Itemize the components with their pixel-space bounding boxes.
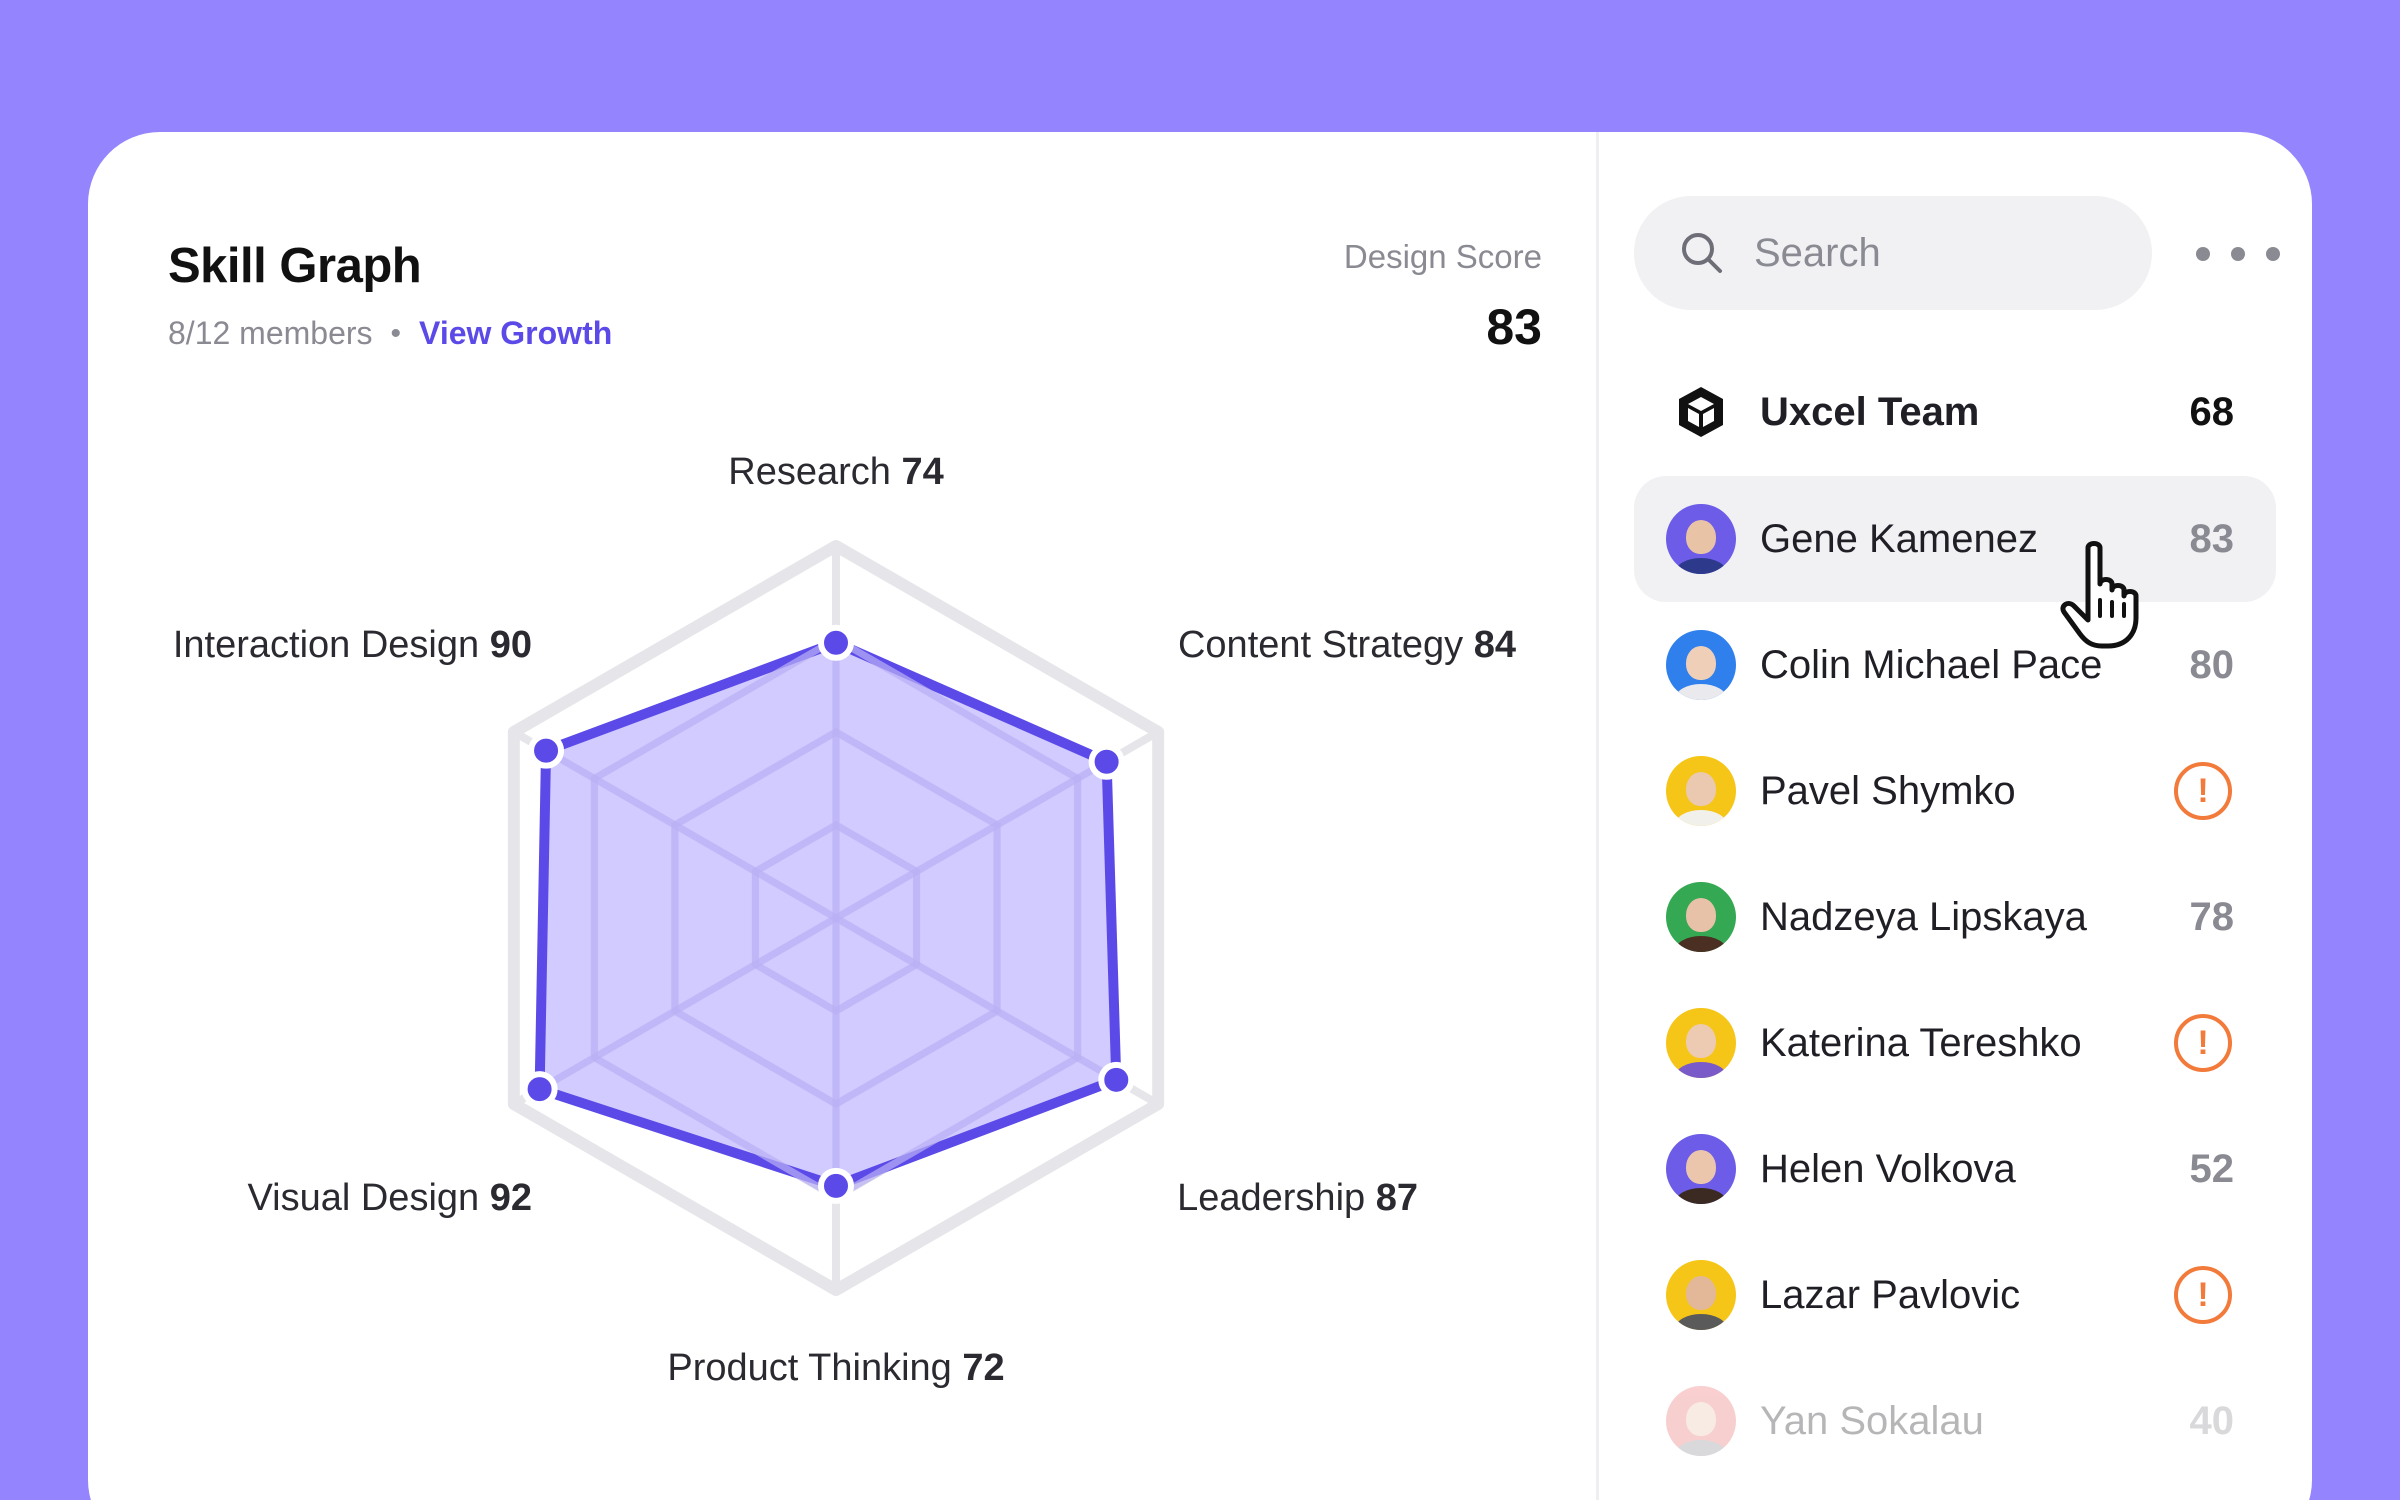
- avatar: [1666, 630, 1736, 700]
- member-name: Colin Michael Pace: [1760, 642, 2103, 687]
- axis-value: 87: [1376, 1177, 1418, 1219]
- members-count: 8/12 members: [168, 315, 373, 351]
- axis-name: Interaction Design: [173, 624, 479, 666]
- radar-inner-spoke: [537, 914, 838, 1093]
- axis-value: 72: [962, 1347, 1004, 1389]
- member-row[interactable]: Lazar Pavlovic!: [1634, 1232, 2276, 1358]
- hand-cursor-icon: [2060, 541, 2139, 649]
- axis-label-visual-design: Visual Design 92: [248, 1177, 533, 1219]
- search-input[interactable]: [1754, 230, 2114, 276]
- member-name: Nadzeya Lipskaya: [1760, 894, 2087, 939]
- axis-label-interaction-design: Interaction Design 90: [173, 624, 532, 666]
- axis-name: Visual Design: [248, 1177, 480, 1219]
- warning-icon: !: [2174, 1014, 2232, 1072]
- member-list: Uxcel Team 68 Gene Kamenez 83 Colin Michae…: [1634, 352, 2276, 1484]
- member-name: Yan Sokalau: [1760, 1398, 1984, 1443]
- avatar: [1666, 1386, 1736, 1456]
- warning-icon: !: [2174, 1266, 2232, 1324]
- member-row[interactable]: Pavel Shymko!: [1634, 728, 2276, 854]
- avatar: [1666, 504, 1736, 574]
- avatar: [1666, 1008, 1736, 1078]
- members-container: Gene Kamenez 83 Colin Michael Pace 80 Pavel …: [1634, 476, 2276, 1484]
- axis-name: Content Strategy: [1178, 624, 1463, 666]
- page-title: Skill Graph: [168, 239, 422, 293]
- axis-label-research: Research 74: [728, 451, 943, 493]
- axis-value: 74: [901, 451, 943, 493]
- radar-inner-spoke: [834, 914, 1119, 1083]
- member-row[interactable]: Yan Sokalau 40: [1634, 1358, 2276, 1484]
- radar-series: [521, 624, 1135, 1204]
- avatar: [1666, 882, 1736, 952]
- radar-inner-spoke: [834, 758, 1109, 922]
- uxcel-logo-icon: [1666, 377, 1736, 447]
- member-row[interactable]: Colin Michael Pace 80: [1634, 602, 2276, 728]
- warning-icon: !: [2174, 762, 2232, 820]
- axis-label-content-strategy: Content Strategy 84: [1178, 624, 1516, 666]
- avatar: [1666, 1134, 1736, 1204]
- team-score: 68: [2189, 389, 2235, 434]
- radar-point-leadership[interactable]: [1098, 1061, 1135, 1098]
- member-name: Pavel Shymko: [1760, 768, 2016, 813]
- radar-labels: Research 74 Content Strategy 84 Leadership…: [173, 451, 1516, 1389]
- member-row[interactable]: Helen Volkova 52: [1634, 1106, 2276, 1232]
- axis-name: Leadership: [1177, 1177, 1365, 1219]
- member-row[interactable]: Gene Kamenez 83: [1634, 476, 2276, 602]
- radar-point-product-thinking[interactable]: [818, 1167, 854, 1204]
- axis-name: Research: [728, 451, 891, 493]
- member-row[interactable]: Nadzeya Lipskaya 78: [1634, 854, 2276, 980]
- team-name: Uxcel Team: [1760, 389, 1980, 434]
- axis-value: 92: [490, 1177, 532, 1219]
- member-row[interactable]: Katerina Tereshko!: [1634, 980, 2276, 1106]
- avatar: [1666, 1260, 1736, 1330]
- member-score: 78: [2189, 894, 2235, 939]
- member-name: Gene Kamenez: [1760, 516, 2038, 561]
- radar-point-interaction-design[interactable]: [528, 732, 565, 769]
- skill-graph-card: Skill Graph 8/12 members • View Growth D…: [88, 132, 2312, 1500]
- radar-inner-spoke: [544, 747, 838, 922]
- search-icon: [1682, 233, 1722, 273]
- radar-point-research[interactable]: [818, 624, 854, 661]
- skill-radar-chart: Research 74 Content Strategy 84 Leadership…: [173, 451, 1516, 1389]
- axis-label-leadership: Leadership 87: [1177, 1177, 1418, 1219]
- radar-point-content-strategy[interactable]: [1088, 743, 1125, 780]
- search-box[interactable]: [1634, 196, 2152, 310]
- view-growth-link[interactable]: View Growth: [419, 315, 613, 351]
- member-score: 52: [2189, 1146, 2235, 1191]
- team-row[interactable]: Uxcel Team 68: [1634, 352, 2276, 472]
- more-horizontal-icon: [2196, 247, 2210, 261]
- panel-divider: [1596, 132, 1599, 1500]
- members-summary: 8/12 members • View Growth: [168, 315, 612, 352]
- more-options-button[interactable]: [2196, 232, 2280, 276]
- member-score: 40: [2189, 1398, 2235, 1443]
- axis-value: 90: [490, 624, 532, 666]
- design-score-label: Design Score: [1343, 238, 1542, 275]
- member-name: Katerina Tereshko: [1760, 1020, 2082, 1065]
- design-score-value: 83: [1486, 299, 1542, 355]
- member-name: Helen Volkova: [1760, 1146, 2016, 1191]
- axis-value: 84: [1474, 624, 1516, 666]
- member-score: 80: [2189, 642, 2235, 687]
- axis-label-product-thinking: Product Thinking 72: [667, 1347, 1004, 1389]
- radar-point-visual-design[interactable]: [521, 1071, 558, 1108]
- axis-name: Product Thinking: [667, 1347, 951, 1389]
- separator-dot: •: [390, 316, 402, 350]
- member-name: Lazar Pavlovic: [1760, 1272, 2021, 1317]
- avatar: [1666, 756, 1736, 826]
- member-score: 83: [2189, 516, 2235, 561]
